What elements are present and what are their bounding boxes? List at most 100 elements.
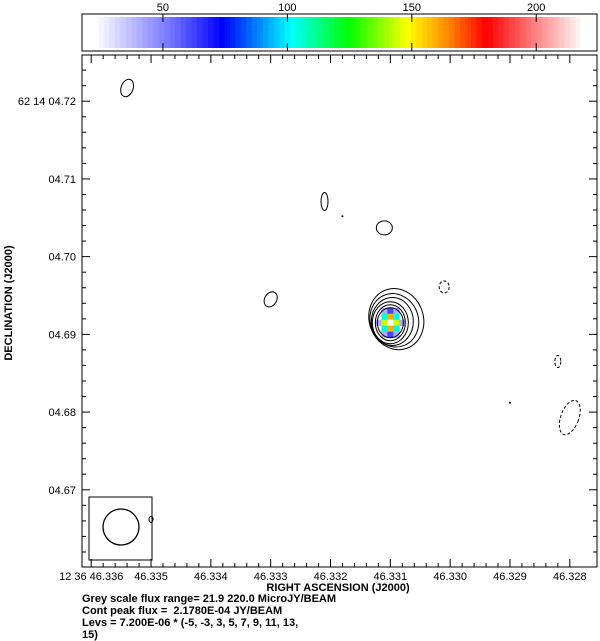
colorbar-segment [410,17,417,48]
colorbar-segment [536,17,543,48]
colorbar-segment [575,17,582,48]
colorbar-segment [93,17,100,48]
colorbar-segment [388,17,395,48]
colorbar-segment [279,17,286,48]
colorbar-segment [531,17,538,48]
colorbar-segment [273,17,280,48]
colorbar-segment [399,17,406,48]
colorbar-segment [120,17,127,48]
colorbar-segment [213,17,220,48]
colorbar-segment [487,17,494,48]
colorbar-segment [465,17,472,48]
colorbar-segment [339,17,346,48]
axis-ticks: 12 36 46.336 46.335 46.334 46.333 46.332 46.3… [18,55,597,583]
colorbar-segment [98,17,105,48]
colorbar-segment [547,17,554,48]
colorbar-segment [180,17,187,48]
colorbar-segment [301,17,308,48]
x-tick-label: 46.328 [553,571,587,583]
colorbar-segment [361,17,368,48]
colorbar-segment [240,17,247,48]
heatmap-pixel [381,313,388,321]
colorbar-segment [218,17,226,48]
x-tick-label: 46.332 [314,571,348,583]
x-tick-label: 46.335 [134,571,168,583]
colorbar-segment [383,17,390,48]
colorbar-segment [262,17,269,48]
x-tick-label: 46.334 [194,571,228,583]
y-axis-title: DECLINATION (J2000) [3,245,15,361]
colorbar-segment [580,17,587,48]
colorbar-segment [514,17,521,48]
contour-positive [371,301,409,345]
contour-speck [341,215,344,218]
heatmap-layer [375,307,406,339]
colorbar-segment [290,17,297,48]
y-tick-label: 04.69 [48,329,76,341]
colorbar-segment [394,17,401,48]
x-tick-label: 46.329 [493,571,527,583]
colorbar-segment [306,17,313,48]
beam-box [88,496,153,561]
colorbar-segment [476,17,483,48]
contour-positive [320,191,329,211]
contour-layer [120,78,581,523]
heatmap-pixel [393,319,400,327]
colorbar-segment [257,17,264,48]
x-tick-label: 12 36 46.336 [59,571,123,583]
colorbar-segment [416,17,423,48]
contour-negative [558,399,581,436]
heatmap-pixel [381,319,388,327]
colorbar-segment [284,17,291,48]
colorbar-tick-label: 100 [278,2,296,14]
heatmap-pixel [399,319,406,327]
colorbar-segment [454,17,461,48]
heatmap-pixel [393,313,400,321]
y-tick-label: 04.68 [48,407,76,419]
colorbar-segment [114,17,121,48]
colorbar-segment [125,17,132,48]
colorbar-segment [229,17,237,48]
contour-negative [438,280,450,294]
contour-positive [375,220,393,236]
beam-ellipse [102,508,140,546]
colorbar-segment [175,17,182,48]
colorbar-segment [268,17,275,48]
colorbar-segment [553,17,560,48]
colorbar-tick-label: 150 [403,2,421,14]
colorbar-segment [569,17,576,48]
heatmap-pixel [387,325,394,333]
colorbar-segment [520,17,527,48]
colorbar-segment [224,17,231,48]
colorbar-segment [246,17,253,48]
caption-levels-cont: 15) [82,629,98,641]
contour-positive [368,288,425,351]
colorbar-segment [328,17,335,48]
caption-peak-flux: Cont peak flux = 2.1780E-04 JY/BEAM [82,605,283,617]
colorbar-segment [131,17,138,48]
colorbar-segment [558,17,565,48]
colorbar-segment [366,17,373,48]
heatmap-pixel [393,325,400,333]
contour-positive [263,291,278,308]
x-tick-label: 46.330 [433,571,467,583]
colorbar-segment [432,17,439,48]
colorbar-segment [509,17,516,48]
contour-negative [554,355,562,369]
colorbar-segment [109,17,116,48]
colorbar-segment [503,17,510,48]
colorbar-segment [377,17,384,48]
colorbar-segment [481,17,488,48]
colorbar-segment [355,17,363,48]
colorbar-ticks: 50 100 150 200 [157,2,545,51]
colorbar-segment [334,17,341,48]
heatmap-pixel [387,331,394,339]
colorbar [93,17,587,48]
colorbar-segment [492,17,499,48]
heatmap-pixel [393,307,400,315]
colorbar-segment [153,17,160,48]
contour-positive [370,297,414,347]
colorbar-segment [460,17,467,48]
plot-frame [81,54,598,568]
